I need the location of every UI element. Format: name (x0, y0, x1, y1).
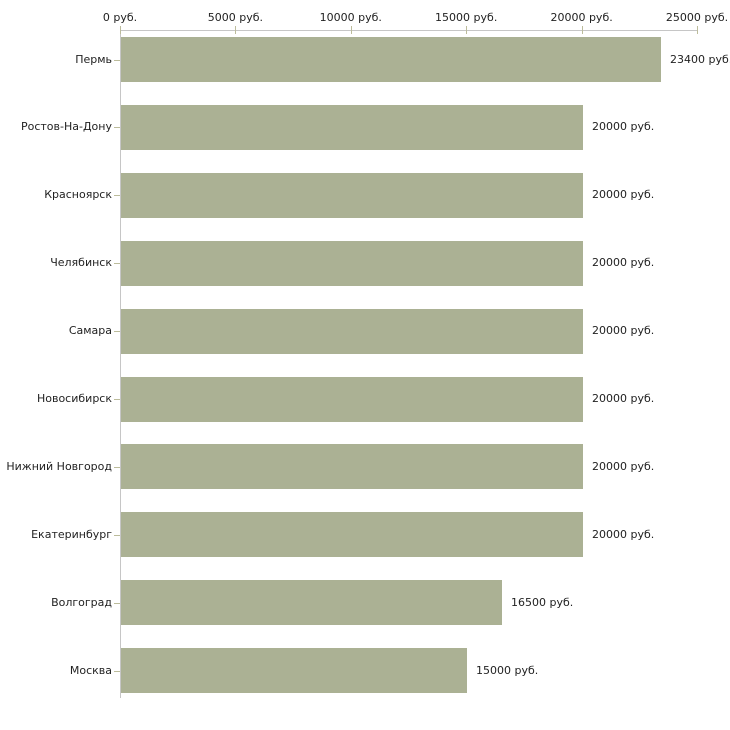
x-tick-mark (466, 26, 467, 34)
x-tick-mark (697, 26, 698, 34)
category-label: Красноярск (44, 188, 112, 201)
value-label: 20000 руб. (592, 392, 655, 405)
y-tick-mark (114, 671, 120, 672)
bar-3 (121, 173, 583, 218)
value-label: 23400 руб. (670, 53, 730, 66)
value-label: 20000 руб. (592, 120, 655, 133)
bar-5 (121, 309, 583, 354)
bar-8 (121, 512, 583, 557)
bar-7 (121, 444, 583, 489)
bar-10 (121, 648, 467, 693)
bar-4 (121, 241, 583, 286)
value-label: 20000 руб. (592, 324, 655, 337)
bar-9 (121, 580, 502, 625)
y-tick-mark (114, 535, 120, 536)
x-tick-label: 10000 руб. (319, 11, 382, 24)
category-label: Новосибирск (36, 392, 112, 405)
x-tick-label: 5000 руб. (207, 11, 264, 24)
x-tick-label: 25000 руб. (665, 11, 729, 24)
x-tick-mark (235, 26, 236, 34)
category-label: Пермь (75, 53, 112, 66)
y-tick-mark (114, 60, 120, 61)
value-label: 16500 руб. (511, 596, 574, 609)
y-tick-mark (114, 195, 120, 196)
x-axis-line (120, 30, 698, 31)
category-label: Москва (69, 664, 112, 677)
value-label: 20000 руб. (592, 256, 655, 269)
category-label: Самара (68, 324, 112, 337)
y-axis-line (120, 30, 121, 698)
value-label: 20000 руб. (592, 528, 655, 541)
y-tick-mark (114, 603, 120, 604)
x-tick-mark (120, 26, 121, 34)
category-label: Волгоград (51, 596, 112, 609)
y-tick-mark (114, 263, 120, 264)
category-label: Ростов-На-Дону (20, 120, 112, 133)
category-label: Екатеринбург (31, 528, 112, 541)
y-tick-mark (114, 399, 120, 400)
bar-2 (121, 105, 583, 150)
bar-1 (121, 37, 661, 82)
value-label: 15000 руб. (476, 664, 539, 677)
y-tick-mark (114, 331, 120, 332)
x-tick-label: 15000 руб. (435, 11, 498, 24)
x-tick-label: 20000 руб. (550, 11, 613, 24)
category-label: Нижний Новгород (6, 460, 112, 473)
category-label: Челябинск (50, 256, 112, 269)
x-tick-mark (351, 26, 352, 34)
y-tick-mark (114, 467, 120, 468)
y-tick-mark (114, 127, 120, 128)
x-tick-mark (582, 26, 583, 34)
value-label: 20000 руб. (592, 460, 655, 473)
value-label: 20000 руб. (592, 188, 655, 201)
bar-6 (121, 377, 583, 422)
x-tick-label: 0 руб. (102, 11, 138, 24)
